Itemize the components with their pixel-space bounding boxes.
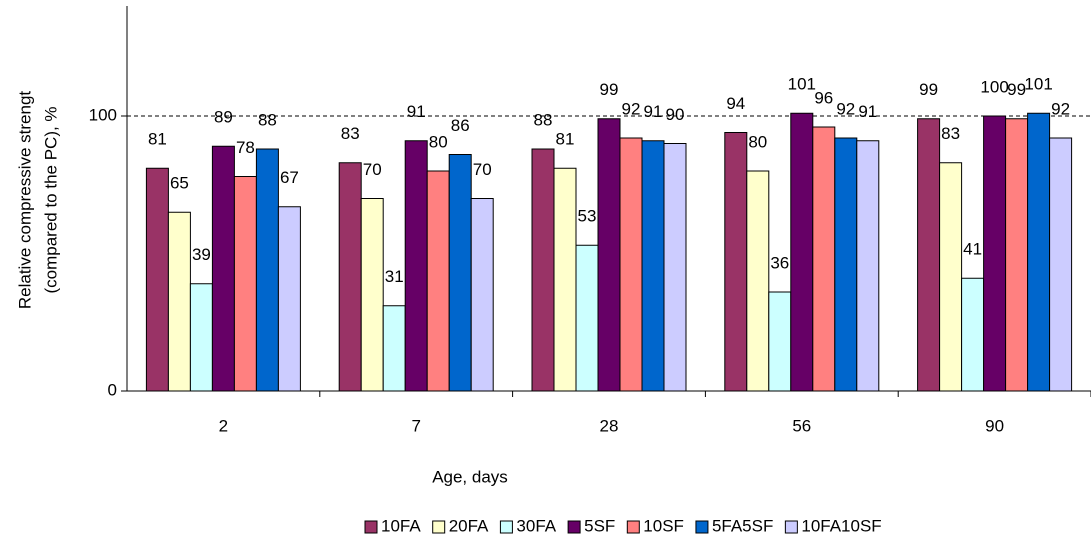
bar: [360, 198, 384, 392]
bar: [834, 137, 858, 392]
bar: [553, 167, 577, 392]
value-label: 41: [963, 240, 982, 259]
legend-label: 10FA: [381, 516, 421, 535]
bar: [663, 143, 687, 392]
bar: [426, 170, 450, 392]
bar: [724, 132, 748, 392]
value-label: 101: [1024, 75, 1052, 94]
value-label: 78: [236, 138, 255, 157]
bar: [277, 206, 301, 392]
value-label: 99: [600, 80, 619, 99]
legend-swatch: [695, 520, 709, 534]
value-label: 53: [578, 207, 597, 226]
bar: [856, 140, 880, 392]
value-label: 101: [788, 75, 816, 94]
legend-label: 5FA5SF: [712, 516, 773, 535]
value-label: 89: [214, 108, 233, 127]
bar: [448, 154, 472, 392]
x-axis-title: Age, days: [432, 467, 508, 486]
y-tick-label: 0: [108, 380, 117, 399]
bar: [1005, 118, 1029, 392]
x-tick-label: 28: [600, 416, 619, 435]
bar: [641, 140, 665, 392]
y-tick-label: 100: [89, 105, 117, 124]
value-label: 92: [1051, 99, 1070, 118]
value-label: 80: [429, 132, 448, 151]
bar: [1049, 137, 1073, 392]
value-label: 96: [814, 88, 833, 107]
bar: [983, 115, 1007, 392]
legend-label: 20FA: [449, 516, 489, 535]
bar: [768, 291, 792, 392]
legend-label: 30FA: [516, 516, 556, 535]
bar: [338, 162, 362, 392]
bar: [233, 176, 257, 392]
value-label: 88: [258, 110, 277, 129]
bar: [961, 277, 985, 392]
value-label: 67: [280, 168, 299, 187]
x-tick-label: 90: [985, 416, 1004, 435]
value-label: 31: [385, 267, 404, 286]
legend-swatch: [784, 520, 798, 534]
value-label: 92: [836, 99, 855, 118]
legend-swatch: [432, 520, 446, 534]
value-label: 91: [644, 102, 663, 121]
bar: [382, 305, 406, 392]
y-axis-title-line: Relative compressive strengt: [15, 91, 34, 310]
legend-swatch: [364, 520, 378, 534]
value-label: 99: [919, 80, 938, 99]
value-label: 100: [980, 77, 1008, 96]
y-axis-title: Relative compressive strengt (compared t…: [15, 91, 60, 310]
bar: [167, 211, 191, 392]
bar: [1027, 112, 1051, 392]
value-label: 70: [473, 160, 492, 179]
legend-swatch: [567, 520, 581, 534]
value-label: 99: [1007, 80, 1026, 99]
value-label: 90: [666, 105, 685, 124]
bar: [211, 145, 235, 392]
value-label: 36: [770, 253, 789, 272]
value-label: 80: [748, 132, 767, 151]
value-label: 86: [451, 116, 470, 135]
legend-label: 10SF: [643, 516, 684, 535]
value-label: 83: [341, 124, 360, 143]
bar: [531, 148, 555, 392]
bar: [597, 118, 621, 392]
value-label: 91: [858, 102, 877, 121]
value-label: 91: [407, 102, 426, 121]
legend-swatch: [499, 520, 513, 534]
bar: [790, 112, 814, 392]
value-label: 70: [363, 160, 382, 179]
bar: [575, 244, 599, 392]
value-label: 39: [192, 245, 211, 264]
bar: [812, 126, 836, 392]
x-tick-label: 56: [792, 416, 811, 435]
legend-swatch: [626, 520, 640, 534]
bar: [619, 137, 643, 392]
bar: [255, 148, 279, 392]
bar: [746, 170, 770, 392]
value-label: 92: [622, 99, 641, 118]
legend-label: 10FA10SF: [801, 516, 881, 535]
y-axis-title-line: (compared to the PC), %: [41, 106, 60, 293]
legend-label: 5SF: [584, 516, 615, 535]
bar: [917, 118, 941, 392]
value-label: 65: [170, 174, 189, 193]
value-label: 88: [534, 110, 553, 129]
bar: [470, 198, 494, 392]
bar: [189, 283, 213, 392]
value-label: 83: [941, 124, 960, 143]
value-label: 94: [726, 94, 745, 113]
x-tick-label: 2: [219, 416, 228, 435]
value-label: 81: [556, 130, 575, 149]
bar: [404, 140, 428, 392]
bar: [939, 162, 963, 392]
x-tick-label: 7: [411, 416, 420, 435]
bar: [145, 167, 169, 392]
value-label: 81: [148, 130, 167, 149]
